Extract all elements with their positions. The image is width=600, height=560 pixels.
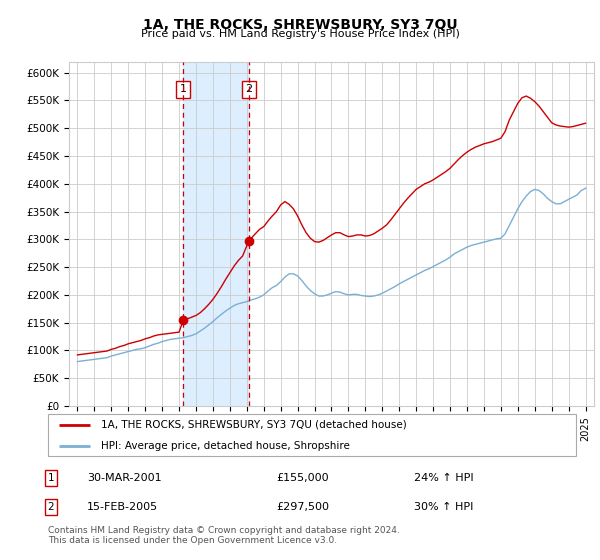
Text: 2: 2 [245, 85, 253, 95]
FancyBboxPatch shape [48, 414, 576, 456]
Text: 30-MAR-2001: 30-MAR-2001 [87, 473, 161, 483]
Text: 1: 1 [47, 473, 55, 483]
Text: £155,000: £155,000 [276, 473, 329, 483]
Text: 1: 1 [180, 85, 187, 95]
Text: Price paid vs. HM Land Registry's House Price Index (HPI): Price paid vs. HM Land Registry's House … [140, 29, 460, 39]
Bar [184, 62, 249, 406]
Text: 2: 2 [47, 502, 55, 512]
Text: 24% ↑ HPI: 24% ↑ HPI [414, 473, 473, 483]
Text: 1A, THE ROCKS, SHREWSBURY, SY3 7QU: 1A, THE ROCKS, SHREWSBURY, SY3 7QU [143, 18, 457, 32]
Text: 1A, THE ROCKS, SHREWSBURY, SY3 7QU (detached house): 1A, THE ROCKS, SHREWSBURY, SY3 7QU (deta… [101, 420, 407, 430]
Text: Contains HM Land Registry data © Crown copyright and database right 2024.
This d: Contains HM Land Registry data © Crown c… [48, 526, 400, 545]
Text: HPI: Average price, detached house, Shropshire: HPI: Average price, detached house, Shro… [101, 441, 350, 451]
Text: 30% ↑ HPI: 30% ↑ HPI [414, 502, 473, 512]
Text: 15-FEB-2005: 15-FEB-2005 [87, 502, 158, 512]
Text: £297,500: £297,500 [276, 502, 329, 512]
